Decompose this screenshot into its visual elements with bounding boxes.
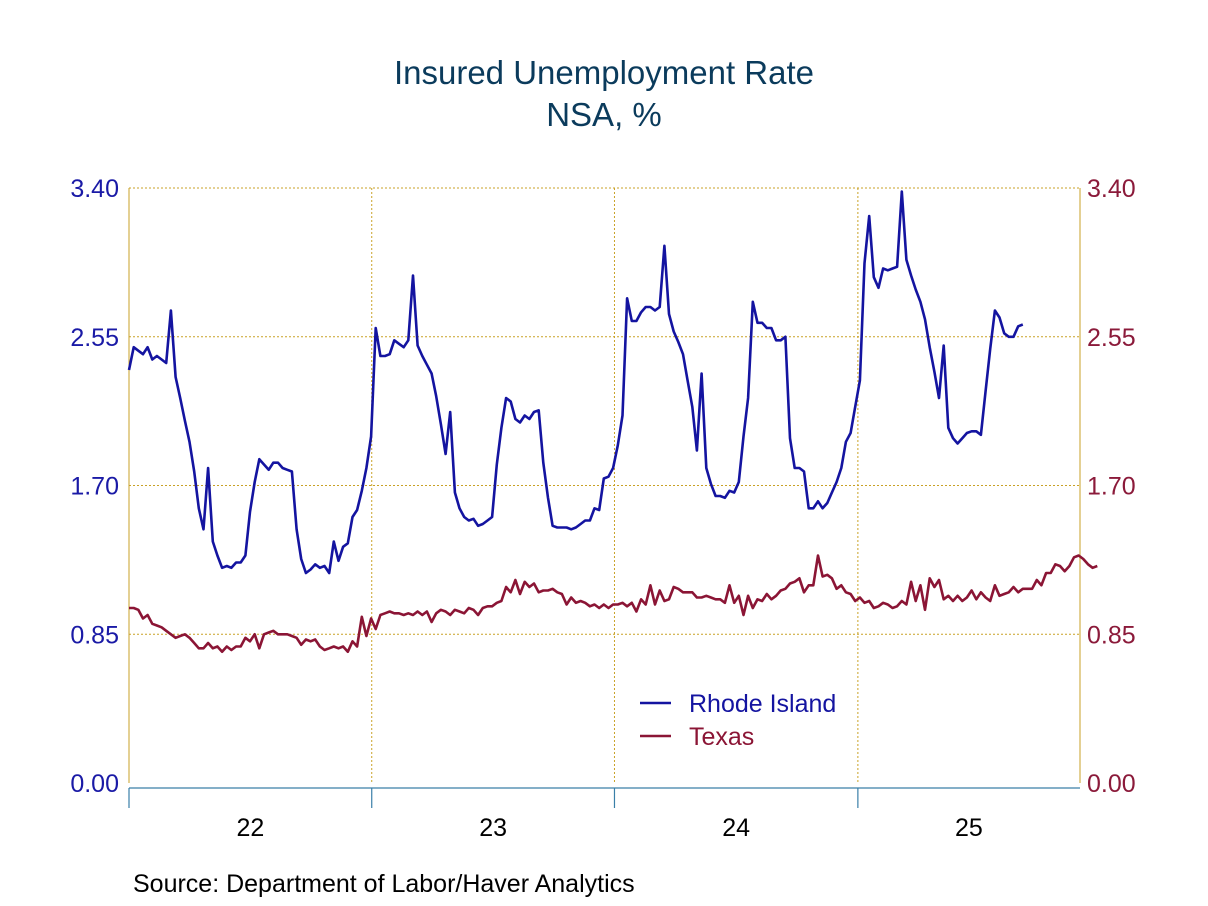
axis-layer: 3.40 2.55 1.70 0.85 0.00 3.40 2.55 1.70 0.85 0.00… xyxy=(70,175,1135,842)
y-right-tick-label: 0.00 xyxy=(1087,770,1136,798)
source-note: Source: Department of Labor/Haver Analyt… xyxy=(133,870,635,898)
x-tick-label: 24 xyxy=(722,814,750,842)
y-left-tick-label: 0.00 xyxy=(70,770,119,798)
legend: Rhode Island Texas xyxy=(640,690,836,751)
y-left-tick-label: 2.55 xyxy=(70,324,119,352)
series-line-rhode-island xyxy=(127,190,1024,575)
chart-title: Insured Unemployment Rate xyxy=(393,54,815,91)
y-right-tick-label: 3.40 xyxy=(1087,175,1136,203)
y-left-tick-label: 3.40 xyxy=(70,175,119,203)
x-tick-label: 22 xyxy=(236,814,264,842)
legend-label: Rhode Island xyxy=(689,690,836,718)
series-line-texas xyxy=(129,554,1098,654)
y-right-tick-label: 1.70 xyxy=(1087,473,1136,501)
series-layer xyxy=(127,190,1098,654)
chart-subtitle: NSA, % xyxy=(546,96,662,133)
y-left-tick-label: 1.70 xyxy=(70,473,119,501)
y-left-tick-label: 0.85 xyxy=(70,621,119,649)
x-tick-label: 23 xyxy=(479,814,507,842)
grid-layer xyxy=(128,187,1081,783)
y-right-tick-label: 0.85 xyxy=(1087,621,1136,649)
y-right-tick-label: 2.55 xyxy=(1087,324,1136,352)
x-tick-label: 25 xyxy=(955,814,983,842)
legend-label: Texas xyxy=(689,723,754,751)
